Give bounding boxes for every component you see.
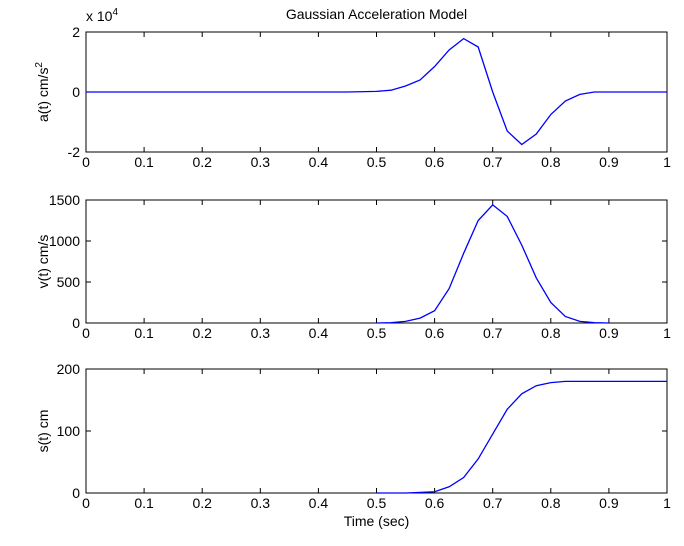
x-tick-label: 0 [82,154,90,170]
plot-frame [85,368,668,494]
x-tick-label: 0.9 [599,495,619,511]
chart-title: Gaussian Acceleration Model [286,6,467,22]
x-tick-label: 0.5 [367,495,387,511]
x-tick-label: 1 [663,325,671,341]
series-line-1 [376,380,667,494]
y-tick-label: 0 [72,315,80,331]
x-tick-label: 0.3 [251,154,271,170]
y-tick-label: 1500 [49,192,80,208]
y-axis-label: a(t) cm/s2 [34,62,51,122]
y-tick-label: -2 [68,144,81,160]
x-tick-label: 0 [82,325,90,341]
x-tick-label: 0.4 [309,154,329,170]
y-axis-label: s(t) cm [35,410,51,453]
x-tick-label: 0.5 [367,154,387,170]
x-tick-label: 0.3 [251,495,271,511]
series-line-1 [86,37,667,146]
y-tick-label: 1000 [49,233,80,249]
x-tick-label: 0.2 [192,154,212,170]
x-tick-label: 0.6 [425,325,445,341]
x-tick-label: 0.8 [541,325,561,341]
axis-exponent-label: x 104 [86,7,118,24]
x-axis-label: Time (sec) [344,513,410,529]
y-tick-label: 0 [72,84,80,100]
x-tick-label: 0.3 [251,325,271,341]
y-tick-label: 2 [72,24,80,40]
subplot-2: 0 0.1 0.2 0.3 0.4 0.5 0.6 0.7 0.8 0.9 1 0 500 1000 150… [35,192,671,341]
x-tick-label: 0 [82,495,90,511]
x-tick-label: 0.8 [541,154,561,170]
y-tick-label: 100 [57,423,81,439]
subplot-3: 0 0.1 0.2 0.3 0.4 0.5 0.6 0.7 0.8 0.9 1 0 100 200 s(t)… [35,361,671,529]
x-tick-label: 0.6 [425,154,445,170]
y-tick-label: 0 [72,485,80,501]
x-tick-label: 0.4 [309,325,329,341]
y-tick-label: 200 [57,361,81,377]
x-tick-label: 1 [663,495,671,511]
y-tick-label: 500 [57,274,81,290]
x-tick-label: 0.6 [425,495,445,511]
x-tick-label: 0.7 [483,495,503,511]
series-line-1 [376,204,609,324]
x-tick-label: 0.5 [367,325,387,341]
y-axis-label: v(t) cm/s [35,235,51,289]
x-tick-label: 0.2 [192,325,212,341]
x-tick-label: 0.2 [192,495,212,511]
x-tick-label: 0.8 [541,495,561,511]
plot-frame [85,199,668,324]
x-tick-label: 0.1 [134,325,154,341]
x-tick-label: 0.4 [309,495,329,511]
x-tick-label: 1 [663,154,671,170]
y-axis-label-exponent: 2 [34,62,45,68]
x-tick-label: 0.9 [599,325,619,341]
x-tick-label: 0.7 [483,325,503,341]
x-tick-label: 0.1 [134,154,154,170]
x-tick-label: 0.1 [134,495,154,511]
x-tick-label: 0.7 [483,154,503,170]
x-tick-label: 0.9 [599,154,619,170]
